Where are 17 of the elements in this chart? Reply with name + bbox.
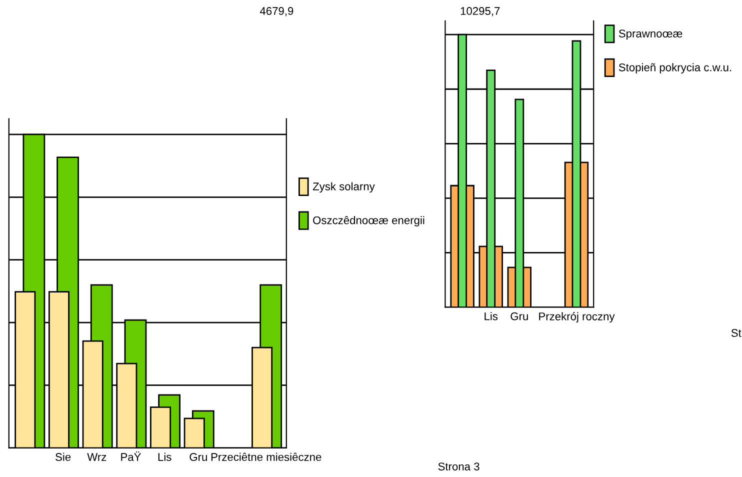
x-tick-label: Lis: [484, 312, 498, 320]
text: St: [731, 329, 742, 337]
x-tick-label: Lis: [158, 452, 172, 461]
x-tick-label: Przekrój roczny: [539, 312, 615, 323]
x-tick-label: PaŸ: [121, 452, 141, 461]
x-tick-label: Gru: [190, 453, 207, 461]
text: 4679,9: [260, 7, 294, 16]
x-tick-label: Wrz: [87, 453, 106, 461]
legend-label: Sprawnoœæ: [618, 30, 682, 40]
text: Strona 3: [438, 462, 480, 470]
x-tick-label: Gru: [510, 312, 528, 320]
x-tick-label: Przeciêtne miesiêczne: [211, 452, 322, 461]
legend-label: Stopieñ pokrycia c.w.u.: [618, 63, 732, 74]
legend-label: Zysk solarny: [312, 182, 375, 193]
legend-label: Oszczêdnoœæ energii: [313, 216, 424, 226]
x-tick-label: Sie: [56, 452, 71, 461]
text: 10295,7: [460, 7, 500, 16]
